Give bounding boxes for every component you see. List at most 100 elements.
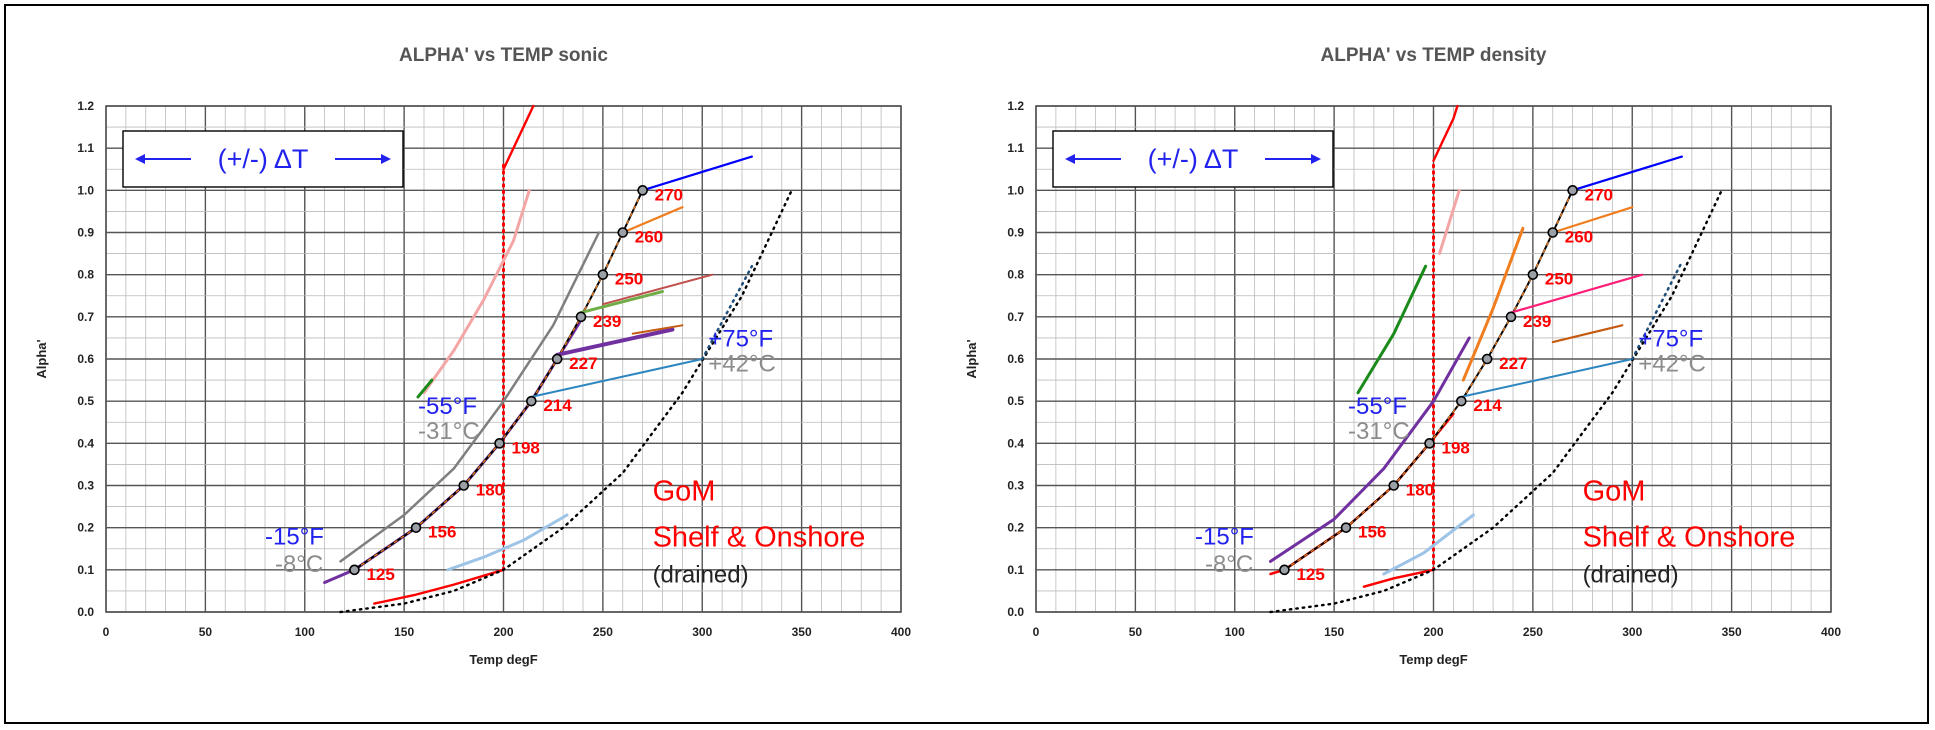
density-series-line-4: [1269, 336, 1471, 563]
chart-density: ALPHA' vs TEMP density 0 50 100 150 200 250 300…: [964, 45, 1841, 667]
sonic-data-point: [349, 564, 360, 576]
sonic-y-tick-label: 0.5: [77, 394, 94, 408]
density-series-line-13: [1509, 273, 1644, 314]
sonic-series-line-10: [641, 155, 753, 192]
sonic-x-tick-label: 50: [199, 625, 213, 639]
sonic-y-tick-label: 0.3: [77, 479, 94, 493]
sonic-x-tick-label: 400: [891, 625, 911, 639]
sonic-y-tick-label: 0.4: [77, 436, 94, 450]
density-main-curve-overlay: [1284, 190, 1574, 571]
sonic-data-point: [551, 353, 563, 365]
density-y-tick-label: 1.2: [1007, 99, 1024, 113]
sonic-series-line-1: [502, 104, 535, 171]
sonic-series-group: [323, 104, 793, 614]
density-y-tick-label: 1.1: [1007, 141, 1024, 155]
density-y-axis-label: Alpha': [964, 339, 979, 378]
sonic-y-tick-label: 0.0: [77, 605, 94, 619]
density-y-tick-label: 0.2: [1007, 521, 1024, 535]
density-series-line-14: [1551, 324, 1624, 344]
sonic-arrow-right-head-icon: [381, 154, 391, 164]
sonic-y-tick-label: 1.1: [77, 141, 94, 155]
density-data-point: [1547, 227, 1559, 238]
density-series-line-9: [1438, 188, 1461, 256]
sonic-annotation: (drained): [653, 561, 749, 588]
density-x-tick-label: 250: [1523, 625, 1543, 639]
density-annotation: -8°C: [1205, 551, 1253, 578]
sonic-annotation: -8°C: [275, 551, 323, 578]
sonic-delta-t-box: (+/-) ΔT: [122, 130, 404, 188]
density-point-label: 239: [1523, 312, 1551, 331]
sonic-point-label: 227: [569, 354, 597, 373]
sonic-point-label: 260: [635, 228, 663, 247]
sonic-title: ALPHA' vs TEMP sonic: [399, 45, 608, 66]
density-series-line-0: [1362, 568, 1435, 588]
density-title: ALPHA' vs TEMP density: [1321, 45, 1547, 66]
density-annotation: Shelf & Onshore: [1583, 522, 1796, 554]
sonic-annotation: +42°C: [708, 351, 776, 378]
sonic-series-line-17: [701, 264, 754, 361]
density-annotation: +42°C: [1638, 351, 1706, 378]
density-series-line-12: [1551, 206, 1634, 234]
sonic-x-tick-label: 300: [692, 625, 712, 639]
density-x-tick-label: 200: [1423, 625, 1443, 639]
density-annotation: -55°F: [1348, 393, 1407, 420]
density-arrow-right-head-icon: [1311, 154, 1321, 164]
density-data-point: [1527, 269, 1539, 280]
sonic-series-line-3: [339, 189, 793, 614]
sonic-y-tick-label: 1.0: [77, 183, 94, 197]
figure-frame: ALPHA' vs TEMP sonic 0 50 100 150 200 250 300 35…: [4, 4, 1929, 724]
sonic-y-tick-label: 0.2: [77, 521, 94, 535]
density-x-tick-label: 300: [1622, 625, 1642, 639]
density-data-point: [1388, 480, 1400, 491]
density-y-tick-label: 0.6: [1007, 352, 1024, 366]
sonic-series-line-4: [323, 315, 585, 584]
density-series-line-7: [1461, 226, 1525, 382]
density-series-line-15: [1460, 358, 1634, 398]
density-annotation: -31°C: [1348, 418, 1410, 445]
density-series-line-11: [1571, 155, 1683, 192]
density-data-point: [1279, 564, 1290, 576]
density-annotation: (drained): [1583, 561, 1679, 588]
density-series-line-1: [1432, 104, 1459, 162]
density-point-label: 125: [1296, 565, 1324, 584]
sonic-series-line-11: [621, 206, 684, 234]
sonic-y-tick-label: 1.2: [77, 99, 94, 113]
density-annotation: GoM: [1583, 475, 1646, 507]
sonic-plot-border: [105, 105, 902, 613]
sonic-y-tick-label: 0.8: [77, 268, 94, 282]
sonic-series-line-14: [555, 327, 675, 357]
sonic-series-line-13: [579, 290, 664, 315]
sonic-series-line-12: [601, 273, 714, 306]
sonic-series-line-7: [422, 188, 531, 395]
density-y-tick-label: 1.0: [1007, 183, 1024, 197]
sonic-y-tick-label: 0.9: [77, 226, 94, 240]
density-series-line-3: [1269, 189, 1723, 614]
density-arrow-left-head-icon: [1065, 154, 1075, 164]
density-delta-t-label: (+/-) ΔT: [1148, 144, 1239, 174]
density-data-point: [1567, 185, 1578, 196]
density-x-tick-label: 50: [1129, 625, 1143, 639]
density-annotation: -15°F: [1195, 524, 1254, 551]
sonic-annotation: -55°F: [418, 393, 477, 420]
sonic-point-label: 250: [615, 270, 643, 289]
density-point-label: 227: [1499, 354, 1527, 373]
density-point-label: 180: [1406, 481, 1434, 500]
sonic-y-axis-label: Alpha': [34, 339, 49, 378]
sonic-data-point: [597, 269, 609, 280]
density-point-label: 198: [1442, 438, 1470, 457]
density-series-line-16: [1631, 260, 1684, 361]
density-data-point: [1456, 395, 1467, 407]
sonic-series-line-8: [416, 378, 434, 399]
sonic-data-point: [617, 227, 629, 238]
sonic-annotation: GoM: [653, 475, 716, 507]
density-y-tick-label: 0.1: [1007, 563, 1024, 577]
sonic-x-tick-label: 250: [593, 625, 613, 639]
density-point-label: 214: [1473, 396, 1502, 415]
sonic-point-label: 156: [428, 523, 456, 542]
density-data-point: [1340, 522, 1352, 533]
sonic-x-tick-label: 0: [103, 625, 110, 639]
density-series-group: [1269, 104, 1723, 614]
density-data-point: [1505, 311, 1517, 323]
density-series-line-10: [1382, 513, 1475, 576]
sonic-x-axis-label: Temp degF: [469, 652, 537, 667]
